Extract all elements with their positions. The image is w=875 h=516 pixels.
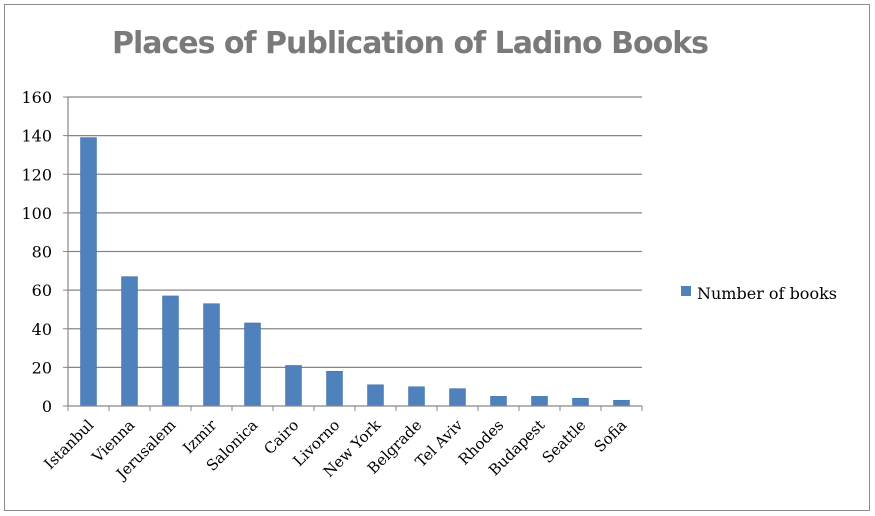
axes	[63, 96, 643, 411]
bar	[162, 295, 179, 407]
chart-frame	[4, 4, 870, 511]
bar	[572, 398, 589, 407]
legend: Number of books	[681, 284, 837, 303]
legend-label: Number of books	[697, 284, 837, 303]
bars	[80, 137, 630, 407]
y-tick-labels: 0 20 40 60 80 100 120 140 160	[21, 88, 52, 416]
x-tick-label: Seattle	[539, 416, 590, 467]
bar	[285, 365, 302, 407]
gridlines	[68, 96, 642, 368]
y-tick-label: 140	[21, 127, 52, 146]
bar	[613, 399, 630, 407]
y-tick-label: 160	[21, 88, 52, 107]
x-tick-label: Sofia	[591, 416, 631, 456]
legend-swatch	[681, 286, 691, 296]
bar	[244, 322, 261, 407]
bar	[326, 370, 343, 407]
bar	[80, 137, 97, 407]
y-tick-label: 20	[32, 358, 52, 377]
x-tick-label: Istanbul	[41, 416, 98, 473]
bar	[408, 386, 425, 407]
y-tick-label: 60	[32, 281, 52, 300]
bar	[449, 388, 466, 407]
y-tick-label: 80	[32, 243, 52, 262]
y-tick-label: 120	[21, 165, 52, 184]
y-tick-label: 0	[42, 397, 52, 416]
y-tick-label: 40	[32, 320, 52, 339]
bar	[121, 276, 138, 407]
y-tick-label: 100	[21, 204, 52, 223]
chart-title: Places of Publication of Ladino Books	[111, 26, 709, 61]
bar	[531, 396, 548, 407]
bar	[367, 384, 384, 407]
bar	[203, 303, 220, 407]
bar	[490, 396, 507, 407]
